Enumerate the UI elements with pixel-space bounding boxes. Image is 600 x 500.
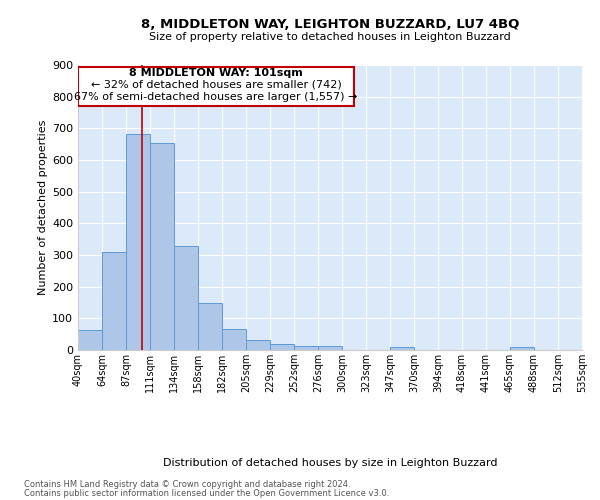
- Bar: [126, 134, 150, 350]
- Text: 8 MIDDLETON WAY: 101sqm: 8 MIDDLETON WAY: 101sqm: [129, 68, 303, 78]
- Bar: [270, 344, 294, 350]
- Text: 67% of semi-detached houses are larger (1,557) →: 67% of semi-detached houses are larger (…: [74, 92, 358, 102]
- Bar: [102, 252, 126, 350]
- FancyBboxPatch shape: [78, 66, 354, 106]
- Bar: [510, 348, 534, 350]
- Text: Size of property relative to detached houses in Leighton Buzzard: Size of property relative to detached ho…: [149, 32, 511, 42]
- Text: 8, MIDDLETON WAY, LEIGHTON BUZZARD, LU7 4BQ: 8, MIDDLETON WAY, LEIGHTON BUZZARD, LU7 …: [141, 18, 519, 30]
- Bar: [78, 330, 102, 350]
- Bar: [150, 143, 174, 350]
- Bar: [390, 347, 414, 350]
- Text: ← 32% of detached houses are smaller (742): ← 32% of detached houses are smaller (74…: [91, 80, 341, 90]
- Bar: [222, 330, 246, 350]
- Text: Distribution of detached houses by size in Leighton Buzzard: Distribution of detached houses by size …: [163, 458, 497, 468]
- Text: Contains HM Land Registry data © Crown copyright and database right 2024.: Contains HM Land Registry data © Crown c…: [24, 480, 350, 489]
- Bar: [246, 340, 270, 350]
- Y-axis label: Number of detached properties: Number of detached properties: [38, 120, 48, 295]
- Bar: [318, 346, 342, 350]
- Bar: [198, 302, 222, 350]
- Bar: [294, 346, 318, 350]
- Bar: [174, 246, 198, 350]
- Text: Contains public sector information licensed under the Open Government Licence v3: Contains public sector information licen…: [24, 489, 389, 498]
